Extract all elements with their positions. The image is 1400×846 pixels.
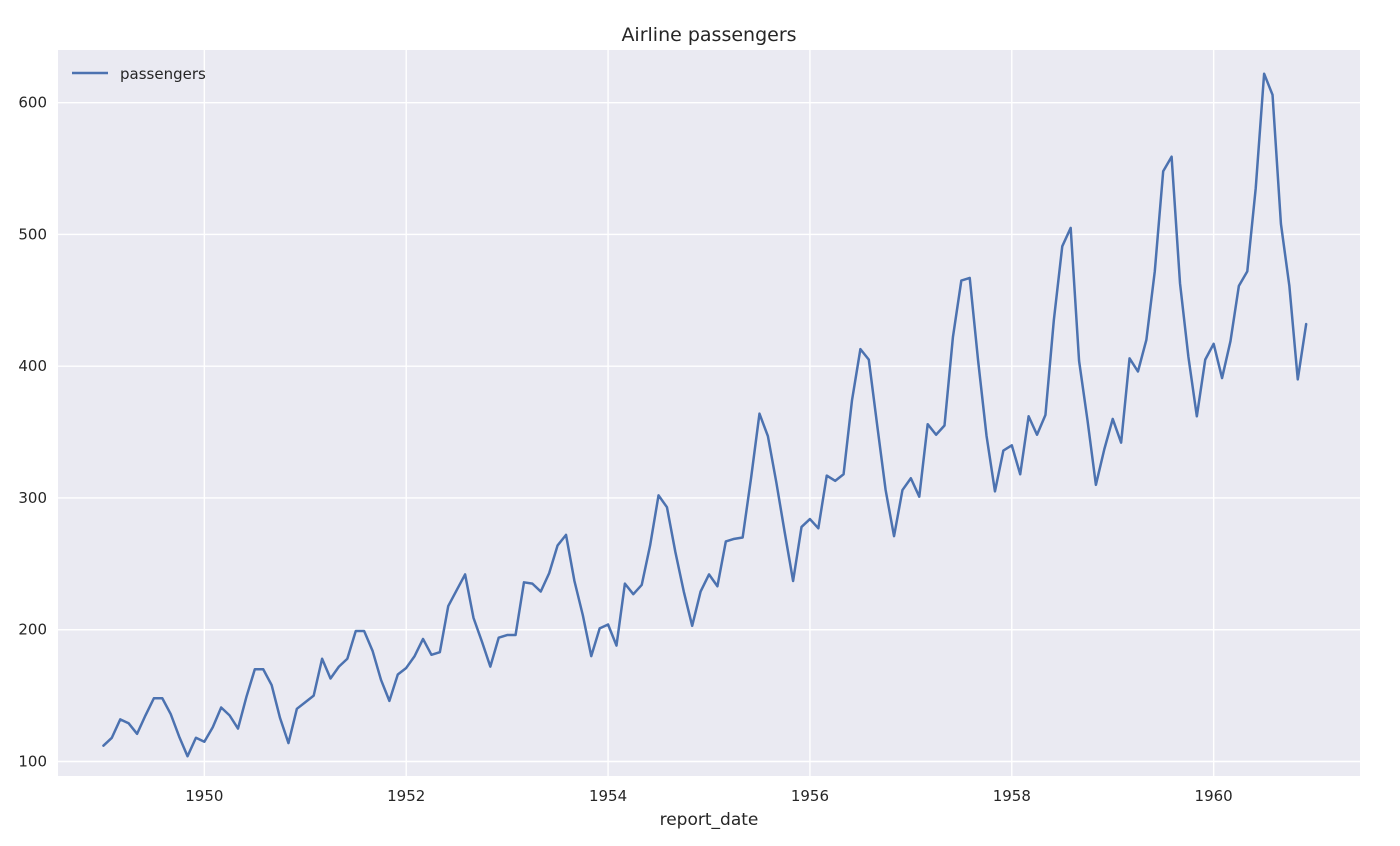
y-tick-label: 100 (18, 753, 47, 771)
x-tick-label: 1950 (185, 787, 223, 805)
y-tick-label: 300 (18, 489, 47, 507)
chart-title: Airline passengers (621, 24, 796, 46)
series-layer (102, 72, 1308, 758)
y-tick-label: 600 (18, 94, 47, 112)
x-axis-label: report_date (660, 810, 759, 830)
y-tick-labels: 100 200 300 400 500 600 (18, 94, 47, 771)
legend-label-passengers: passengers (120, 65, 206, 83)
y-tick-label: 200 (18, 621, 47, 639)
x-tick-label: 1954 (589, 787, 627, 805)
y-tick-label: 400 (18, 357, 47, 375)
x-tick-label: 1956 (791, 787, 829, 805)
x-tick-label: 1958 (993, 787, 1031, 805)
grid (58, 50, 1360, 776)
x-tick-label: 1960 (1195, 787, 1233, 805)
y-tick-label: 500 (18, 225, 47, 243)
series-line-passengers (102, 72, 1308, 758)
x-tick-label: 1952 (387, 787, 425, 805)
x-tick-labels: 1950 1952 1954 1956 1958 1960 (185, 787, 1232, 805)
plot-background (58, 50, 1360, 776)
legend: passengers (72, 65, 206, 83)
